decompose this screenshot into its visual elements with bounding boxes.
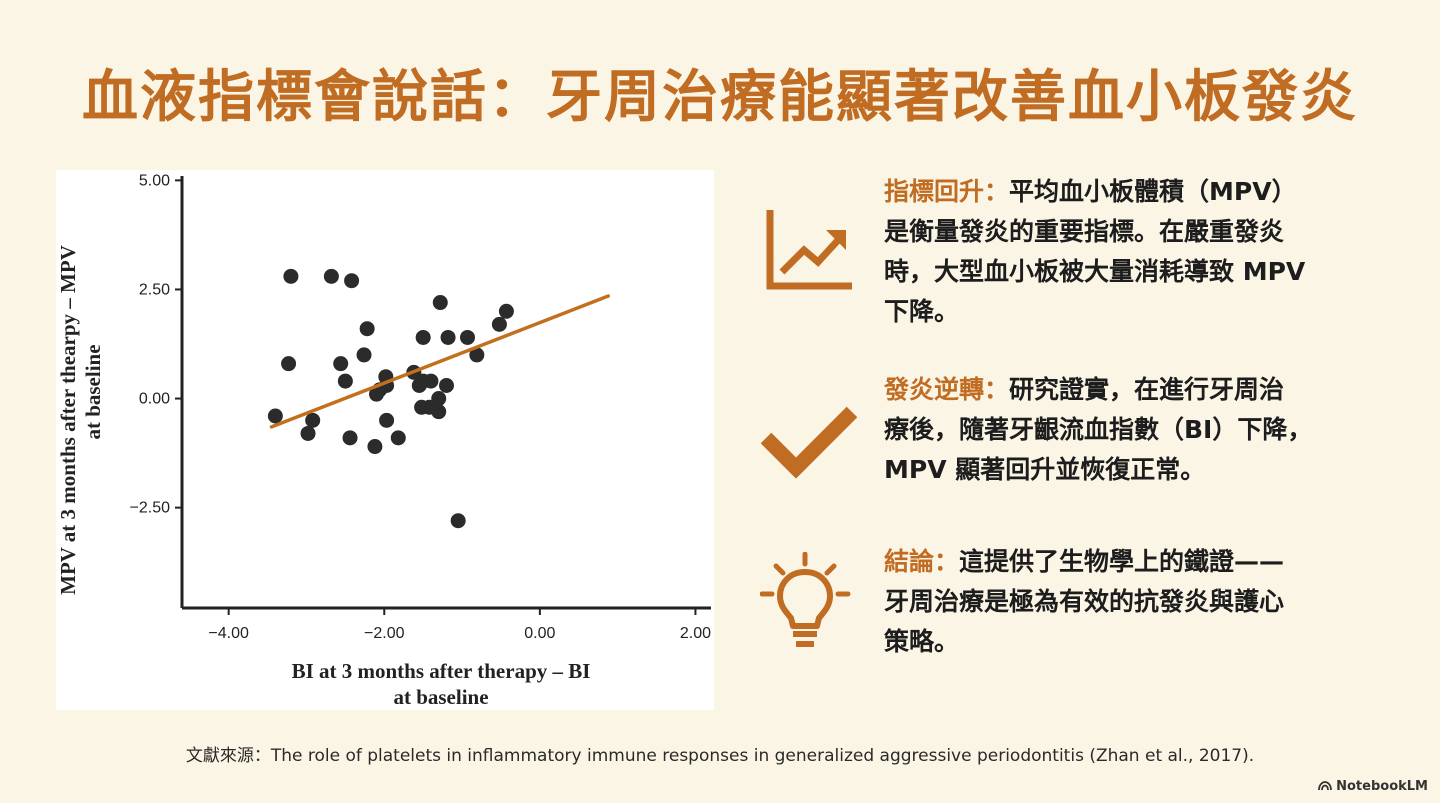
y-tick-label: 2.50	[139, 281, 170, 298]
data-point	[390, 430, 406, 446]
data-point	[305, 412, 321, 428]
data-point	[300, 425, 316, 441]
y-axis-label-line-1: MPV at 3 months after thearpy – MPV	[56, 245, 80, 595]
point-text: 發炎逆轉：研究證實，在進行牙周治 療後，隨著牙齦流血指數（BI）下降， MPV …	[884, 370, 1384, 490]
point-text: 指標回升：平均血小板體積（MPV） 是衡量發炎的重要指標。在嚴重發炎 時，大型血…	[884, 172, 1384, 332]
point-text: 結論：這提供了生物學上的鐵證—— 牙周治療是極為有效的抗發炎與護心 策略。	[884, 542, 1384, 662]
data-point	[415, 329, 431, 345]
data-point	[450, 513, 466, 529]
data-point	[344, 273, 360, 289]
data-point	[337, 373, 353, 389]
data-point	[460, 329, 476, 345]
data-point	[469, 347, 485, 363]
point-line: 這提供了生物學上的鐵證——	[959, 547, 1285, 576]
page-title: 血液指標會說話：牙周治療能顯著改善血小板發炎	[82, 65, 1358, 130]
data-points	[267, 268, 514, 529]
data-point	[359, 321, 375, 337]
scatter-chart: 5.00 2.50 0.00 −2.50 −4.00 −2.00 0.00 2.00 MPV…	[56, 170, 714, 710]
data-point	[440, 329, 456, 345]
point-line: MPV 顯著回升並恢復正常。	[884, 455, 1206, 484]
point-line: 平均血小板體積（MPV）	[1009, 177, 1297, 206]
point-line: 療後，隨著牙齦流血指數（BI）下降，	[884, 415, 1313, 444]
y-tick-label: −2.50	[130, 500, 171, 517]
point-line: 下降。	[884, 297, 960, 326]
y-tick-label: 5.00	[139, 172, 170, 189]
y-tick-label: 0.00	[139, 391, 170, 408]
point-line: 策略。	[884, 627, 960, 656]
data-point	[491, 316, 507, 332]
data-point	[439, 377, 454, 393]
data-point	[367, 439, 383, 455]
source-citation: 文獻來源：The role of platelets in inflammato…	[185, 746, 1255, 766]
point-line: 研究證實，在進行牙周治	[1009, 375, 1285, 404]
data-point	[342, 430, 358, 446]
y-axis-label-line-2: at baseline	[81, 344, 105, 439]
trend-line	[269, 294, 611, 429]
x-axis-label-line-2: at baseline	[393, 685, 488, 709]
data-point	[333, 356, 349, 372]
data-point	[267, 408, 283, 424]
brand-mark[interactable]: NotebookLM	[1318, 779, 1428, 794]
notebooklm-logo-icon	[1318, 780, 1333, 791]
x-tick-label: 2.00	[680, 625, 711, 642]
x-tick-label: −4.00	[208, 625, 249, 642]
y-axis-ticks: 5.00 2.50 0.00 −2.50	[130, 172, 182, 517]
point-line: 時，大型血小板被大量消耗導致 MPV	[884, 257, 1306, 286]
data-point	[432, 295, 448, 311]
scatter-plot-svg: 5.00 2.50 0.00 −2.50 −4.00 −2.00 0.00 2.00 MPV…	[56, 172, 711, 709]
rising-line-chart-icon	[760, 202, 860, 302]
checkmark-icon	[760, 388, 860, 488]
x-axis-label-line-1: BI at 3 months after therapy – BI	[292, 659, 591, 683]
point-heading: 指標回升：	[884, 177, 1010, 206]
data-point	[283, 268, 299, 284]
data-point	[423, 373, 439, 389]
point-line: 是衡量發炎的重要指標。在嚴重發炎	[884, 217, 1285, 246]
data-point	[431, 404, 447, 420]
data-point	[498, 303, 514, 319]
data-point	[379, 412, 395, 428]
point-heading: 結論：	[884, 547, 960, 576]
x-axis-ticks: −4.00 −2.00 0.00 2.00	[208, 608, 711, 642]
x-tick-label: 0.00	[524, 625, 555, 642]
brand-name: NotebookLM	[1336, 779, 1428, 794]
data-point	[356, 347, 372, 363]
lightbulb-icon	[759, 551, 860, 652]
data-point	[411, 377, 427, 393]
point-heading: 發炎逆轉：	[884, 375, 1010, 404]
data-point	[368, 386, 384, 402]
x-tick-label: −2.00	[364, 625, 405, 642]
point-line: 牙周治療是極為有效的抗發炎與護心	[884, 587, 1285, 616]
data-point	[323, 268, 339, 284]
data-point	[281, 356, 297, 372]
